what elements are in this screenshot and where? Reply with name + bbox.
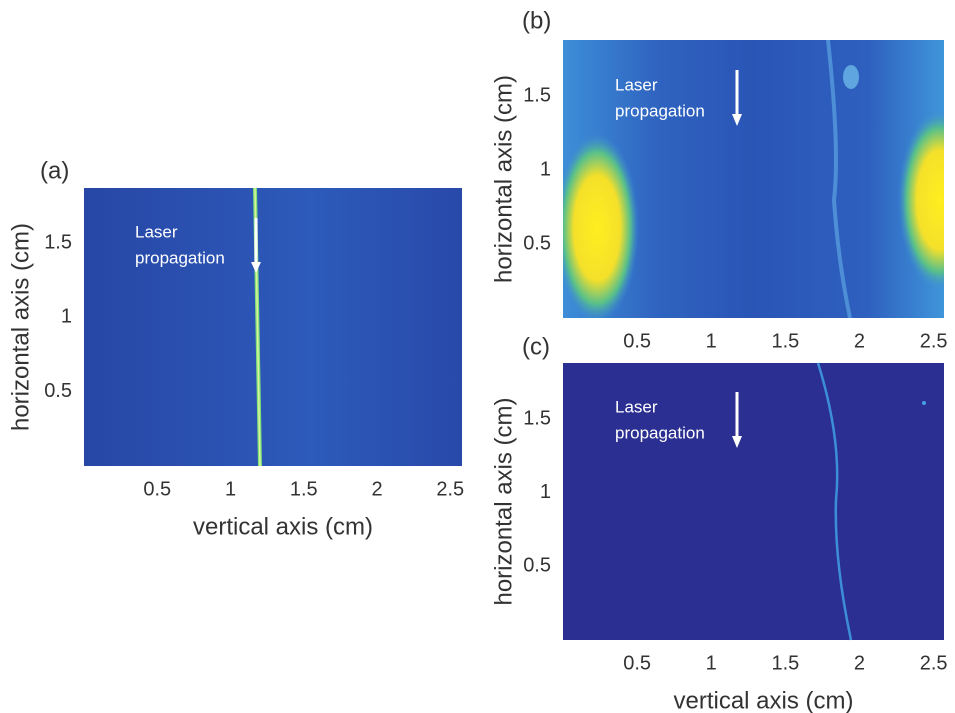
- x-tick-label: 1: [225, 478, 236, 500]
- x-tick-label: 2: [371, 478, 382, 500]
- y-tick-label: 1.5: [44, 231, 72, 253]
- y-tick-label: 1: [540, 158, 551, 180]
- annotation: propagation: [135, 248, 225, 267]
- x-tick-label: 0.5: [623, 330, 651, 352]
- x-tick-label: 1: [706, 330, 717, 352]
- y-axis-label: horizontal axis (cm): [490, 75, 517, 283]
- panel-a-image: [84, 187, 462, 467]
- panel-label: (c): [522, 333, 550, 360]
- annotation: Laser: [615, 397, 658, 416]
- x-tick-label: 0.5: [143, 478, 171, 500]
- y-tick-label: 1: [540, 481, 551, 503]
- x-tick-label: 2.5: [920, 330, 948, 352]
- annotation: Laser: [135, 222, 178, 241]
- annotation: propagation: [615, 423, 705, 442]
- y-tick-label: 0.5: [44, 380, 72, 402]
- annotation: Laser: [615, 75, 658, 94]
- y-axis-label: horizontal axis (cm): [7, 223, 34, 431]
- panel-b-image: [563, 40, 944, 318]
- panel-c-image: [563, 362, 944, 641]
- annotation: propagation: [615, 101, 705, 120]
- x-tick-label: 2: [854, 330, 865, 352]
- panel-label: (a): [40, 157, 69, 184]
- x-axis-label: vertical axis (cm): [193, 513, 373, 540]
- x-tick-label: 1.5: [290, 478, 318, 500]
- x-tick-label: 2: [854, 652, 865, 674]
- x-tick-label: 0.5: [623, 652, 651, 674]
- x-tick-label: 1: [706, 652, 717, 674]
- x-tick-label: 2.5: [920, 652, 948, 674]
- x-tick-label: 2.5: [436, 478, 464, 500]
- arrows: [251, 70, 742, 448]
- y-tick-label: 1.5: [523, 84, 551, 106]
- x-tick-label: 1.5: [771, 330, 799, 352]
- y-tick-label: 1.5: [523, 407, 551, 429]
- y-tick-label: 0.5: [523, 555, 551, 577]
- y-tick-label: 0.5: [523, 232, 551, 254]
- panel-label: (b): [522, 7, 551, 34]
- y-axis-label: horizontal axis (cm): [490, 397, 517, 605]
- x-axis-label: vertical axis (cm): [673, 687, 853, 713]
- y-tick-label: 1: [61, 306, 72, 328]
- x-tick-label: 1.5: [771, 652, 799, 674]
